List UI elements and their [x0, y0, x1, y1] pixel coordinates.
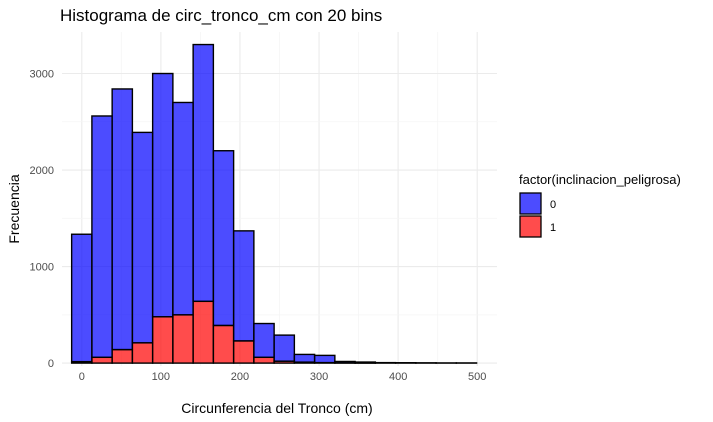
y-axis-tick-labels: 0 1000 2000 3000 — [30, 69, 54, 371]
bar-series-1 — [91, 356, 113, 364]
bar-series-0 — [70, 233, 93, 363]
bar-series-0 — [334, 360, 356, 364]
legend-key-0 — [519, 192, 542, 215]
x-tick-label: 0 — [79, 371, 85, 383]
bar-series-1 — [151, 316, 174, 364]
bar-series-1 — [232, 340, 255, 364]
bar-series-0 — [354, 361, 377, 364]
x-tick-label: 400 — [389, 371, 407, 383]
bar-series-0 — [273, 334, 296, 362]
bar-series-0 — [172, 101, 194, 316]
bar-series-0 — [111, 88, 134, 351]
legend-label-0: 0 — [550, 199, 556, 211]
x-tick-label: 500 — [468, 371, 486, 383]
bar-series-1 — [172, 314, 194, 364]
x-axis-title: Circunferencia del Tronco (cm) — [181, 400, 372, 416]
bar-series-0 — [91, 115, 113, 359]
bar-series-0 — [151, 72, 174, 318]
y-tick-label: 0 — [48, 358, 54, 370]
bar-series-0 — [131, 131, 154, 344]
bar-series-0 — [293, 353, 316, 363]
bar-series-1 — [212, 324, 235, 364]
bar-series-0 — [212, 150, 235, 327]
legend-key-1 — [519, 215, 542, 238]
y-tick-label: 3000 — [30, 69, 54, 81]
legend: factor(inclinacion_peligrosa) 0 1 — [519, 172, 681, 238]
bar-series-1 — [111, 348, 134, 364]
x-tick-label: 300 — [310, 371, 328, 383]
bar-series-1 — [253, 356, 275, 364]
bar-series-0 — [253, 322, 275, 359]
y-tick-label: 1000 — [30, 262, 54, 274]
x-tick-label: 100 — [152, 371, 170, 383]
legend-label-1: 1 — [550, 222, 556, 234]
bar-series-1 — [192, 300, 215, 364]
bar-series-0 — [192, 43, 215, 303]
chart-title: Histograma de circ_tronco_cm con 20 bins — [60, 6, 382, 25]
legend-title: factor(inclinacion_peligrosa) — [519, 172, 681, 187]
y-axis-title: Frecuencia — [6, 174, 22, 243]
histogram-bars — [70, 43, 478, 364]
bar-series-1 — [131, 342, 154, 364]
x-axis-tick-labels: 0 100 200 300 400 500 — [79, 371, 487, 383]
x-tick-label: 200 — [231, 371, 249, 383]
bar-series-0 — [313, 354, 336, 364]
y-tick-label: 2000 — [30, 165, 54, 177]
bar-series-0 — [232, 230, 255, 342]
